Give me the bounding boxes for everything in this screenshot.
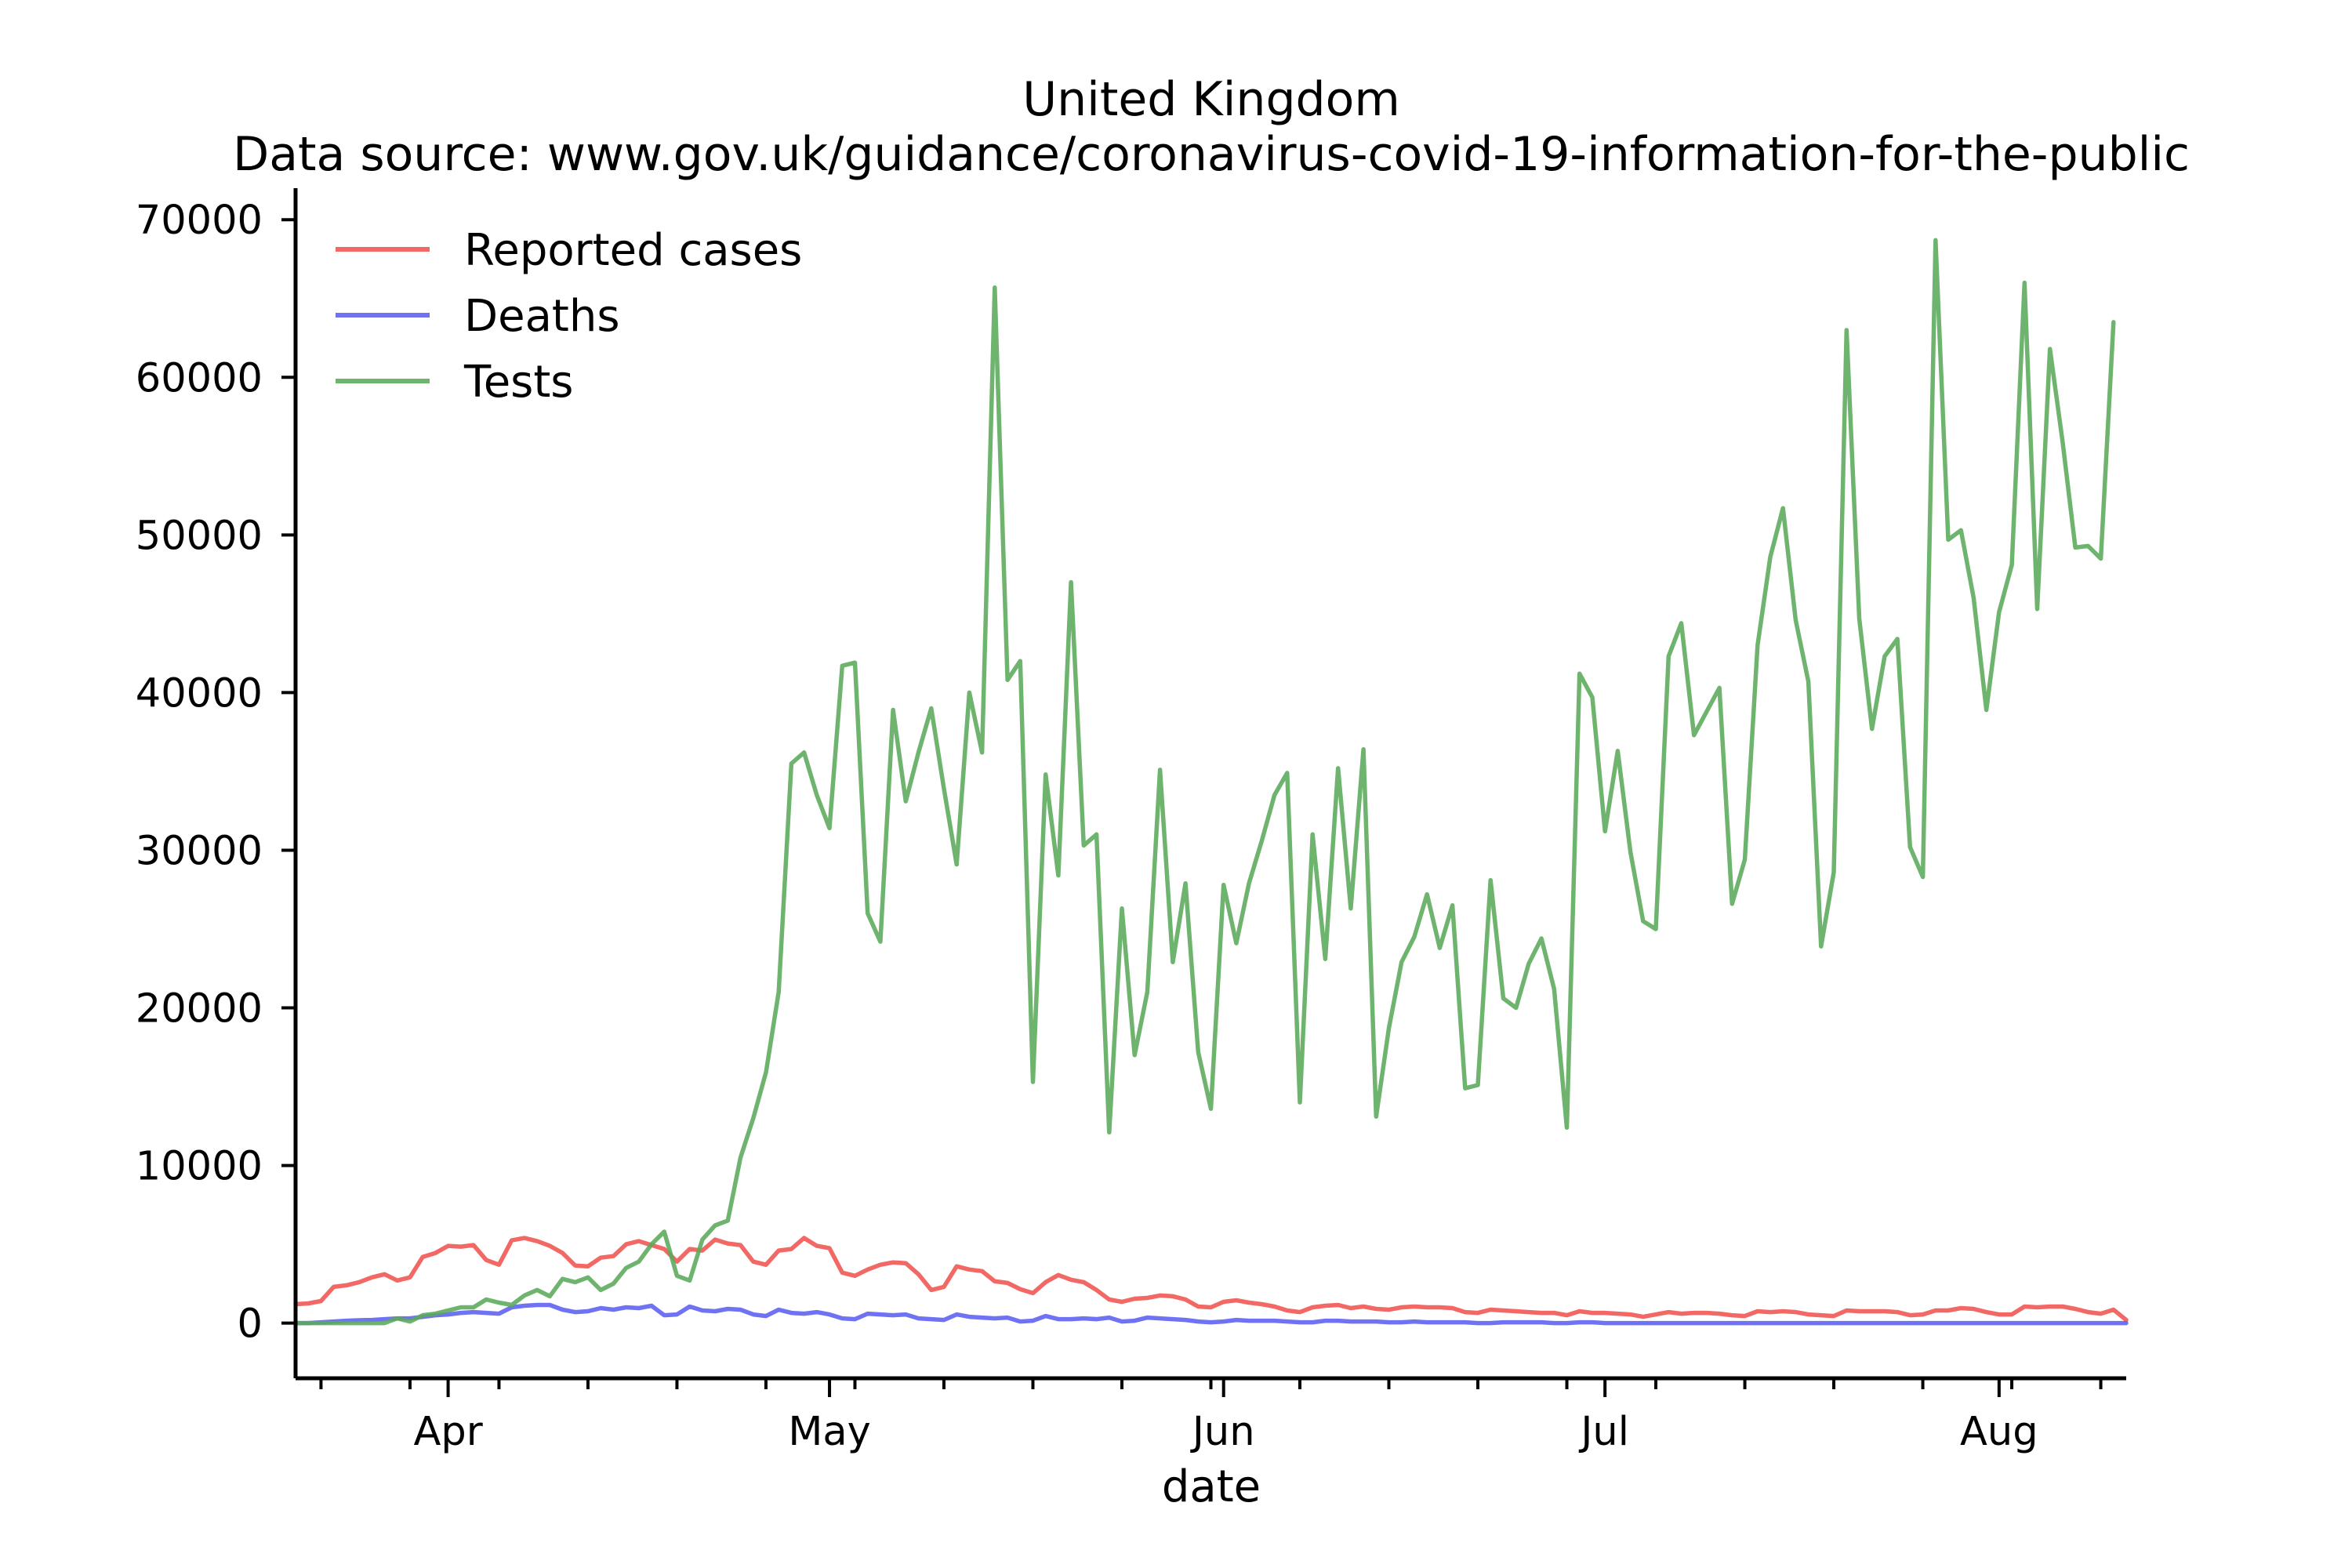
series-line-tests — [293, 238, 2116, 1326]
legend-label: Deaths — [464, 291, 620, 342]
x-tick-label: Apr — [413, 1409, 482, 1455]
y-tick-label: 60000 — [136, 355, 263, 401]
legend-label: Reported cases — [464, 225, 802, 276]
y-tick-label: 10000 — [136, 1144, 263, 1190]
x-tick-label: Jul — [1578, 1409, 1629, 1455]
x-axis-label: date — [1162, 1461, 1261, 1512]
x-axis-ticks: Apr May Jun Jul Aug — [319, 1378, 2103, 1455]
chart-legend: Reported cases Deaths Tests — [336, 225, 802, 408]
chart-subtitle: Data source: www.gov.uk/guidance/coronav… — [233, 127, 2190, 182]
y-tick-label: 30000 — [136, 828, 263, 874]
y-tick-label: 50000 — [136, 513, 263, 559]
y-tick-label: 40000 — [136, 670, 263, 717]
x-tick-label: Aug — [1960, 1409, 2038, 1455]
chart-title: United Kingdom — [1022, 72, 1400, 127]
x-tick-label: Jun — [1190, 1409, 1255, 1455]
x-tick-label: May — [788, 1409, 870, 1455]
legend-label: Tests — [463, 357, 573, 408]
series-line-reported-cases — [293, 1236, 2129, 1323]
y-axis-ticks: 0 10000 20000 30000 40000 50000 60000 70000 — [136, 198, 296, 1348]
series-line-deaths — [293, 1302, 2129, 1326]
y-tick-label: 0 — [238, 1301, 263, 1348]
y-tick-label: 70000 — [136, 198, 263, 244]
y-tick-label: 20000 — [136, 986, 263, 1033]
series-lines — [293, 238, 2129, 1326]
